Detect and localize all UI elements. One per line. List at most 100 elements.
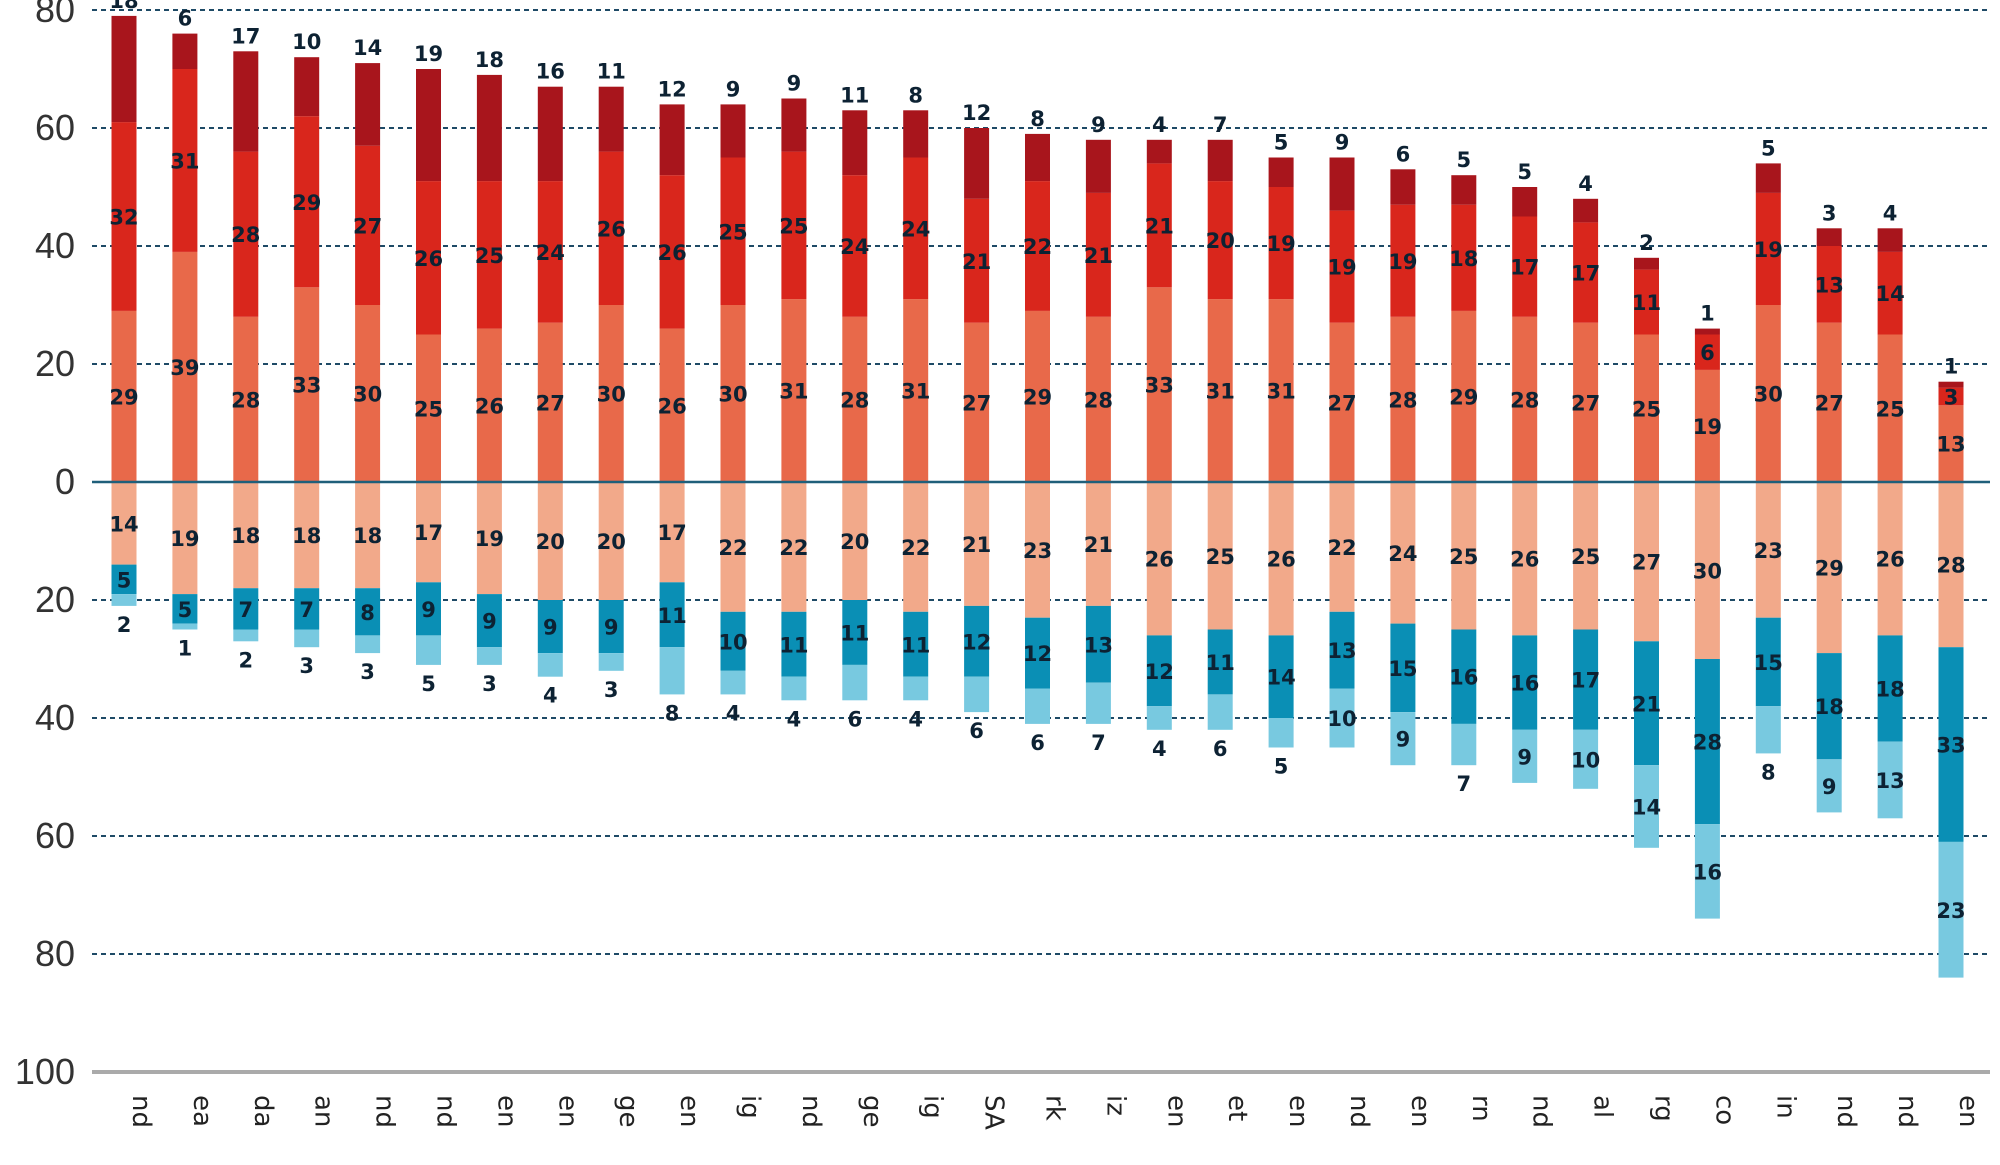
bar-segment-negative	[1634, 765, 1659, 848]
data-label: 23	[1754, 539, 1783, 563]
data-label: 18	[231, 524, 260, 548]
data-label: 13	[1327, 639, 1356, 663]
data-label: 13	[1084, 633, 1113, 657]
x-tick-label: co	[1709, 1095, 1739, 1125]
bar-segment-positive	[781, 98, 807, 152]
data-label: 28	[1388, 388, 1417, 412]
data-label: 18	[109, 0, 138, 13]
data-label: 6	[1213, 737, 1228, 761]
data-label: 29	[1815, 557, 1844, 581]
data-label: 1	[1700, 302, 1715, 326]
x-tick-label: nd	[1527, 1095, 1557, 1128]
bar-segment-positive	[1512, 216, 1538, 317]
data-label: 22	[779, 536, 808, 560]
data-label: 11	[597, 60, 626, 84]
data-label: 10	[1571, 748, 1600, 772]
bar-segment-negative	[476, 594, 502, 648]
bar-segment-positive	[1877, 334, 1903, 482]
data-label: 26	[1510, 548, 1539, 572]
data-label: 22	[718, 536, 747, 560]
x-tick-label: nd	[1344, 1095, 1374, 1128]
data-label: 28	[1693, 731, 1722, 755]
bar-segment-negative	[1390, 482, 1416, 624]
data-label: 17	[231, 24, 260, 48]
data-label: 11	[657, 604, 686, 628]
bar-segment-negative	[1085, 482, 1111, 606]
bar-segment-negative	[1390, 712, 1416, 766]
data-label: 16	[536, 60, 565, 84]
bar-segment-negative	[294, 588, 320, 630]
bar-segment-negative	[781, 676, 807, 701]
data-label: 19	[475, 527, 504, 551]
data-label: 3	[1944, 385, 1959, 409]
data-label: 9	[1822, 775, 1837, 799]
bar-segment-positive	[111, 310, 137, 482]
bar-segment-positive	[537, 181, 563, 323]
data-label: 10	[1327, 707, 1356, 731]
bar-segment-negative	[1694, 824, 1720, 919]
bar-segment-positive	[1268, 187, 1294, 300]
bar-segment-negative	[964, 676, 990, 713]
bar-segment-positive	[172, 251, 198, 482]
bar-segment-positive	[476, 181, 502, 329]
data-label: 10	[292, 30, 321, 54]
data-label: 19	[414, 42, 443, 66]
data-label: 6	[1030, 731, 1045, 755]
data-label: 33	[292, 374, 321, 398]
bar-segment-negative	[903, 482, 929, 612]
data-label: 2	[117, 613, 132, 637]
bar-segment-positive	[1268, 157, 1294, 187]
bar-segment-positive	[1816, 228, 1842, 246]
data-label: 15	[1388, 657, 1417, 681]
bar-segment-positive	[416, 69, 441, 182]
x-tick-label: rn	[1466, 1095, 1496, 1122]
bar-segment-negative	[964, 605, 990, 677]
bar-segment-positive	[1573, 198, 1599, 223]
data-label: 25	[1875, 397, 1904, 421]
data-label: 3	[482, 672, 497, 696]
y-tick-label: 0	[55, 461, 75, 502]
data-label: 18	[475, 48, 504, 72]
bar-segment-positive	[233, 316, 259, 482]
bar-segment-positive	[111, 15, 137, 123]
data-label: 5	[1761, 136, 1776, 160]
bar-segment-positive	[1512, 187, 1538, 217]
x-tick-label: ig	[735, 1095, 765, 1119]
bar-segment-positive	[659, 175, 685, 329]
bars	[111, 15, 1964, 978]
bar-segment-positive	[294, 116, 320, 288]
bar-segment-negative	[172, 482, 198, 595]
data-label: 12	[1023, 642, 1052, 666]
data-label: 20	[536, 530, 565, 554]
data-label: 25	[1206, 545, 1235, 569]
bar-segment-negative	[598, 653, 624, 671]
bar-segment-positive	[294, 287, 320, 482]
bar-segment-positive	[1451, 204, 1477, 311]
bar-segment-positive	[537, 86, 563, 182]
bar-segment-negative	[1938, 841, 1964, 978]
bar-segment-negative	[1451, 629, 1477, 724]
data-label: 18	[1449, 247, 1478, 271]
bar-segment-positive	[1694, 328, 1720, 335]
data-label: 13	[1815, 273, 1844, 297]
x-tick-label: en	[552, 1095, 582, 1127]
bar-segment-negative	[598, 600, 624, 654]
bar-segment-positive	[1938, 381, 1964, 388]
data-label: 30	[1693, 560, 1722, 584]
x-tick-label: en	[491, 1095, 521, 1127]
bar-segment-negative	[1512, 635, 1538, 730]
data-label: 12	[962, 101, 991, 125]
data-label: 26	[414, 247, 443, 271]
y-tick-label: 20	[35, 579, 75, 620]
x-tick-label: et	[1222, 1095, 1252, 1121]
data-label: 23	[1936, 899, 1965, 923]
data-label: 25	[1449, 545, 1478, 569]
data-label: 7	[238, 598, 253, 622]
bar-segment-positive	[1085, 192, 1111, 317]
bar-segment-positive	[1085, 316, 1111, 482]
data-label: 31	[779, 380, 808, 404]
data-label: 5	[117, 568, 132, 592]
bar-segment-negative	[1816, 482, 1842, 654]
bar-segment-negative	[537, 653, 563, 677]
bar-segment-negative	[1390, 623, 1416, 713]
